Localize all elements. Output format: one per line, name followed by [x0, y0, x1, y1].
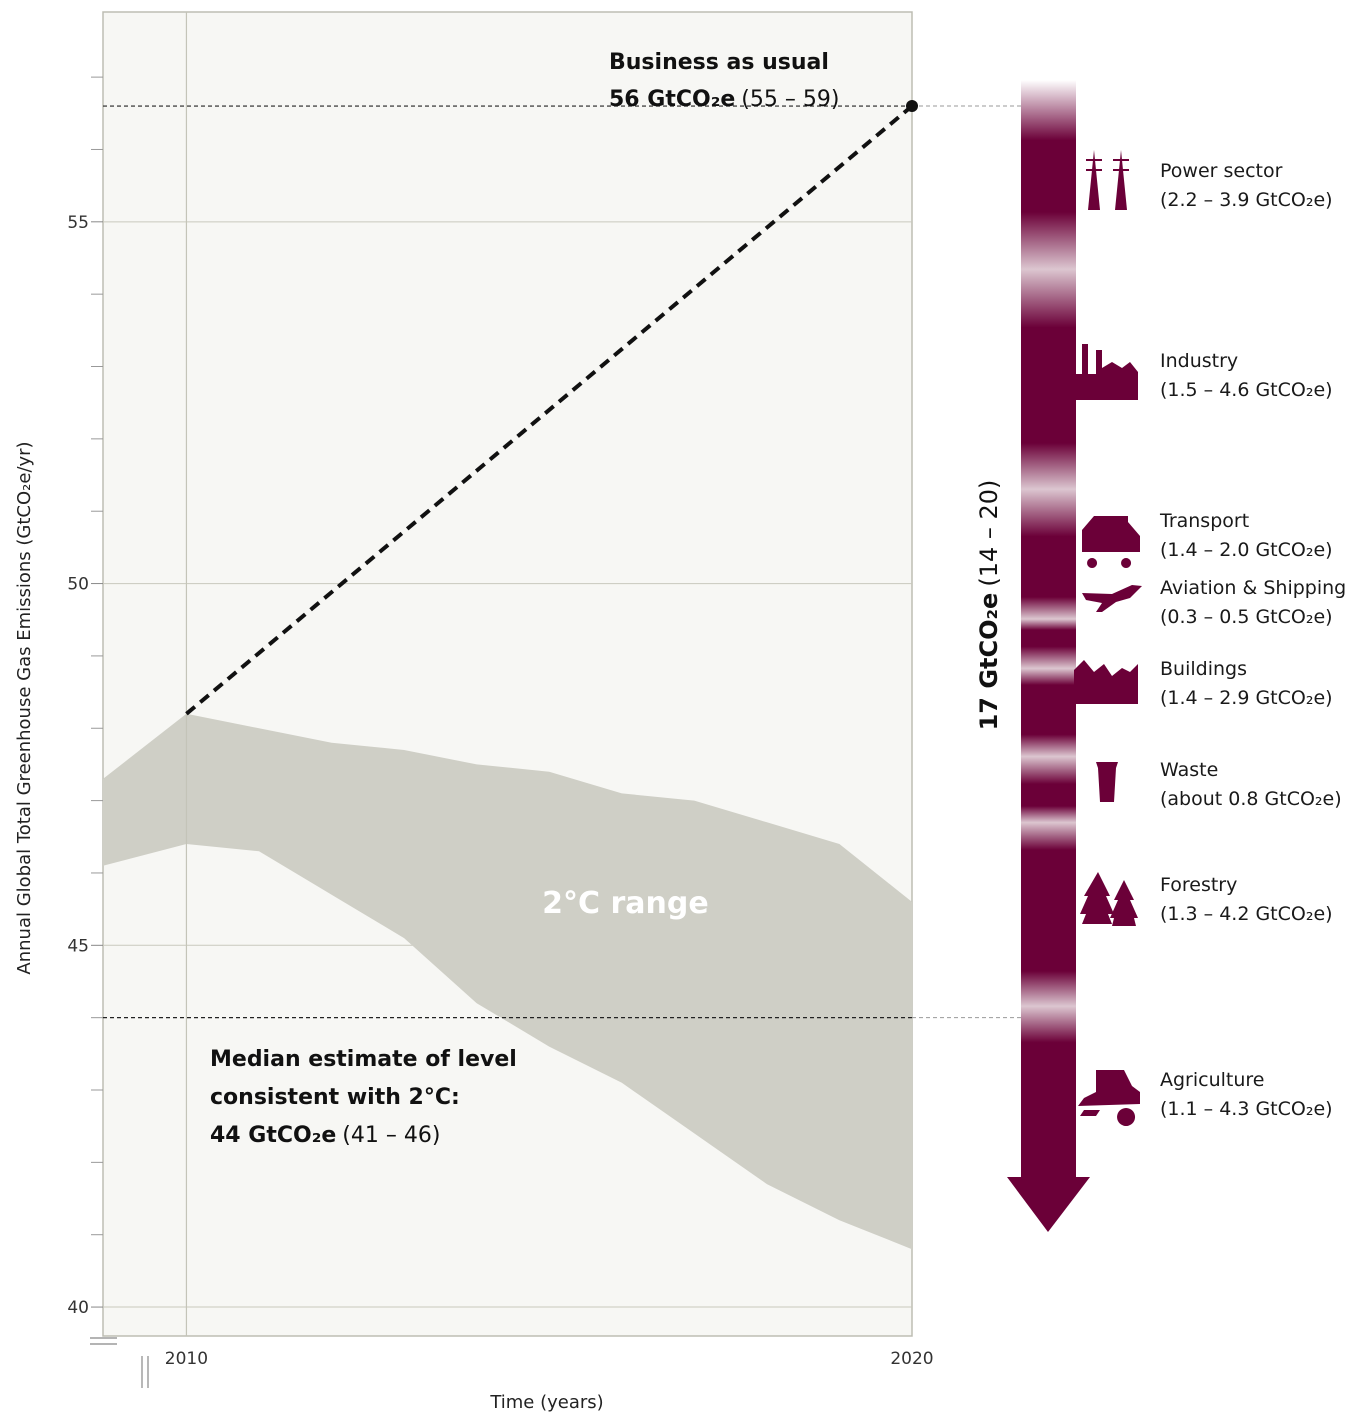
sector-icons: [1074, 150, 1142, 1126]
truck-icon: [1082, 516, 1140, 568]
tractor-icon: [1078, 1070, 1140, 1126]
sector-name-waste: Waste: [1160, 759, 1218, 781]
sector-name-aviation: Aviation & Shipping: [1160, 577, 1346, 599]
bau-end-point: [906, 100, 918, 113]
x-tick-label-2020: 2020: [890, 1349, 933, 1369]
bau-series-line: [185, 104, 914, 716]
y-tick-label-50: 50: [67, 575, 89, 595]
sector-name-transport: Transport: [1159, 510, 1249, 532]
range-label: 2°C range: [542, 886, 709, 921]
factory-icon: [1074, 344, 1138, 400]
sector-name-power: Power sector: [1160, 160, 1283, 182]
sector-range-buildings: (1.4 – 2.9 GtCO₂e): [1160, 687, 1333, 709]
y-tick-label-45: 45: [67, 936, 89, 956]
gap-value-label: 17 GtCO₂e (14 – 20): [975, 480, 1003, 731]
sector-name-industry: Industry: [1160, 350, 1238, 372]
x-axis-label: Time (years): [489, 1392, 603, 1413]
y-tick-label-55: 55: [67, 213, 89, 233]
y-axis-ticks: 40 45 50 55: [67, 213, 103, 1318]
axis-break-marks: [90, 1337, 149, 1388]
sector-name-agriculture: Agriculture: [1160, 1069, 1265, 1091]
sector-labels: Power sector (2.2 – 3.9 GtCO₂e) Industry…: [1159, 160, 1346, 1120]
sector-range-power: (2.2 – 3.9 GtCO₂e): [1160, 189, 1333, 211]
airplane-icon: [1082, 585, 1142, 612]
y-axis-label: Annual Global Total Greenhouse Gas Emiss…: [14, 441, 35, 974]
two-degree-range-area: [103, 713, 912, 1250]
x-tick-label-2010: 2010: [165, 1349, 208, 1369]
trees-icon: [1080, 872, 1138, 926]
bau-range: (55 – 59): [741, 87, 839, 112]
median-range: (41 – 46): [342, 1123, 440, 1148]
buildings-icon: [1074, 660, 1138, 704]
bau-label: Business as usual: [609, 50, 829, 75]
median-label-line1: Median estimate of level: [210, 1047, 517, 1072]
gap-arrow-head: [1007, 1177, 1090, 1232]
sector-name-forestry: Forestry: [1160, 874, 1237, 896]
median-value: 44 GtCO₂e: [210, 1123, 336, 1148]
power-pylon-icon: [1086, 150, 1129, 210]
sector-range-waste: (about 0.8 GtCO₂e): [1160, 788, 1342, 810]
median-label-line2: consistent with 2°C:: [210, 1085, 460, 1110]
bau-value-label: 56 GtCO₂e (55 – 59): [609, 87, 839, 112]
y-tick-label-40: 40: [67, 1298, 89, 1318]
minor-ticks: [91, 76, 103, 1236]
sector-range-aviation: (0.3 – 0.5 GtCO₂e): [1160, 606, 1333, 628]
sector-range-transport: (1.4 – 2.0 GtCO₂e): [1160, 539, 1333, 561]
bau-value: 56 GtCO₂e: [609, 87, 735, 112]
gap-arrow-shaft: [1021, 80, 1076, 1180]
sector-range-forestry: (1.3 – 4.2 GtCO₂e): [1160, 903, 1333, 925]
gap-value: 17 GtCO₂e: [975, 593, 1003, 731]
x-axis-ticks: 2010 2020: [165, 1349, 934, 1369]
sector-range-industry: (1.5 – 4.6 GtCO₂e): [1160, 379, 1333, 401]
sector-range-agriculture: (1.1 – 4.3 GtCO₂e): [1160, 1098, 1333, 1120]
sector-name-buildings: Buildings: [1160, 658, 1247, 680]
waste-bin-icon: [1096, 762, 1118, 802]
gap-range: (14 – 20): [975, 480, 1003, 587]
median-value-label: 44 GtCO₂e (41 – 46): [210, 1123, 440, 1148]
